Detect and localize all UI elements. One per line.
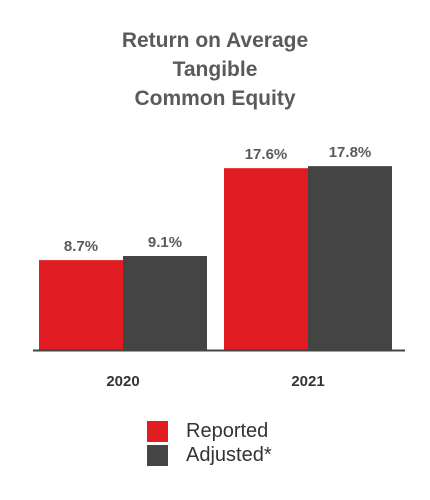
data-label-reported-2020: 8.7% <box>64 238 98 255</box>
chart-title-line-2: Tangible <box>172 58 258 81</box>
chart-title-line-1: Return on Average <box>121 29 309 52</box>
legend-item-adjusted: Adjusted* <box>147 443 272 467</box>
chart-legend: Reported Adjusted* <box>147 419 272 467</box>
chart-title: Return on Average Tangible Common Equity <box>0 26 430 113</box>
bar-reported-2020 <box>39 260 123 350</box>
bar-adjusted-2021 <box>308 166 392 350</box>
bar-reported-2021 <box>224 168 308 350</box>
legend-swatch-adjusted <box>147 444 168 466</box>
data-label-adjusted-2021: 17.8% <box>329 144 372 161</box>
legend-item-reported: Reported <box>147 419 272 443</box>
legend-label-reported: Reported <box>186 420 269 442</box>
legend-swatch-reported <box>147 420 168 442</box>
bar-adjusted-2020 <box>123 255 207 350</box>
x-tick-label-2021: 2021 <box>291 373 324 390</box>
legend-label-adjusted: Adjusted* <box>186 444 272 466</box>
chart-title-line-3: Common Equity <box>134 87 296 110</box>
x-tick-label-2020: 2020 <box>106 373 139 390</box>
data-label-reported-2021: 17.6% <box>245 146 288 163</box>
data-label-adjusted-2020: 9.1% <box>148 234 182 251</box>
